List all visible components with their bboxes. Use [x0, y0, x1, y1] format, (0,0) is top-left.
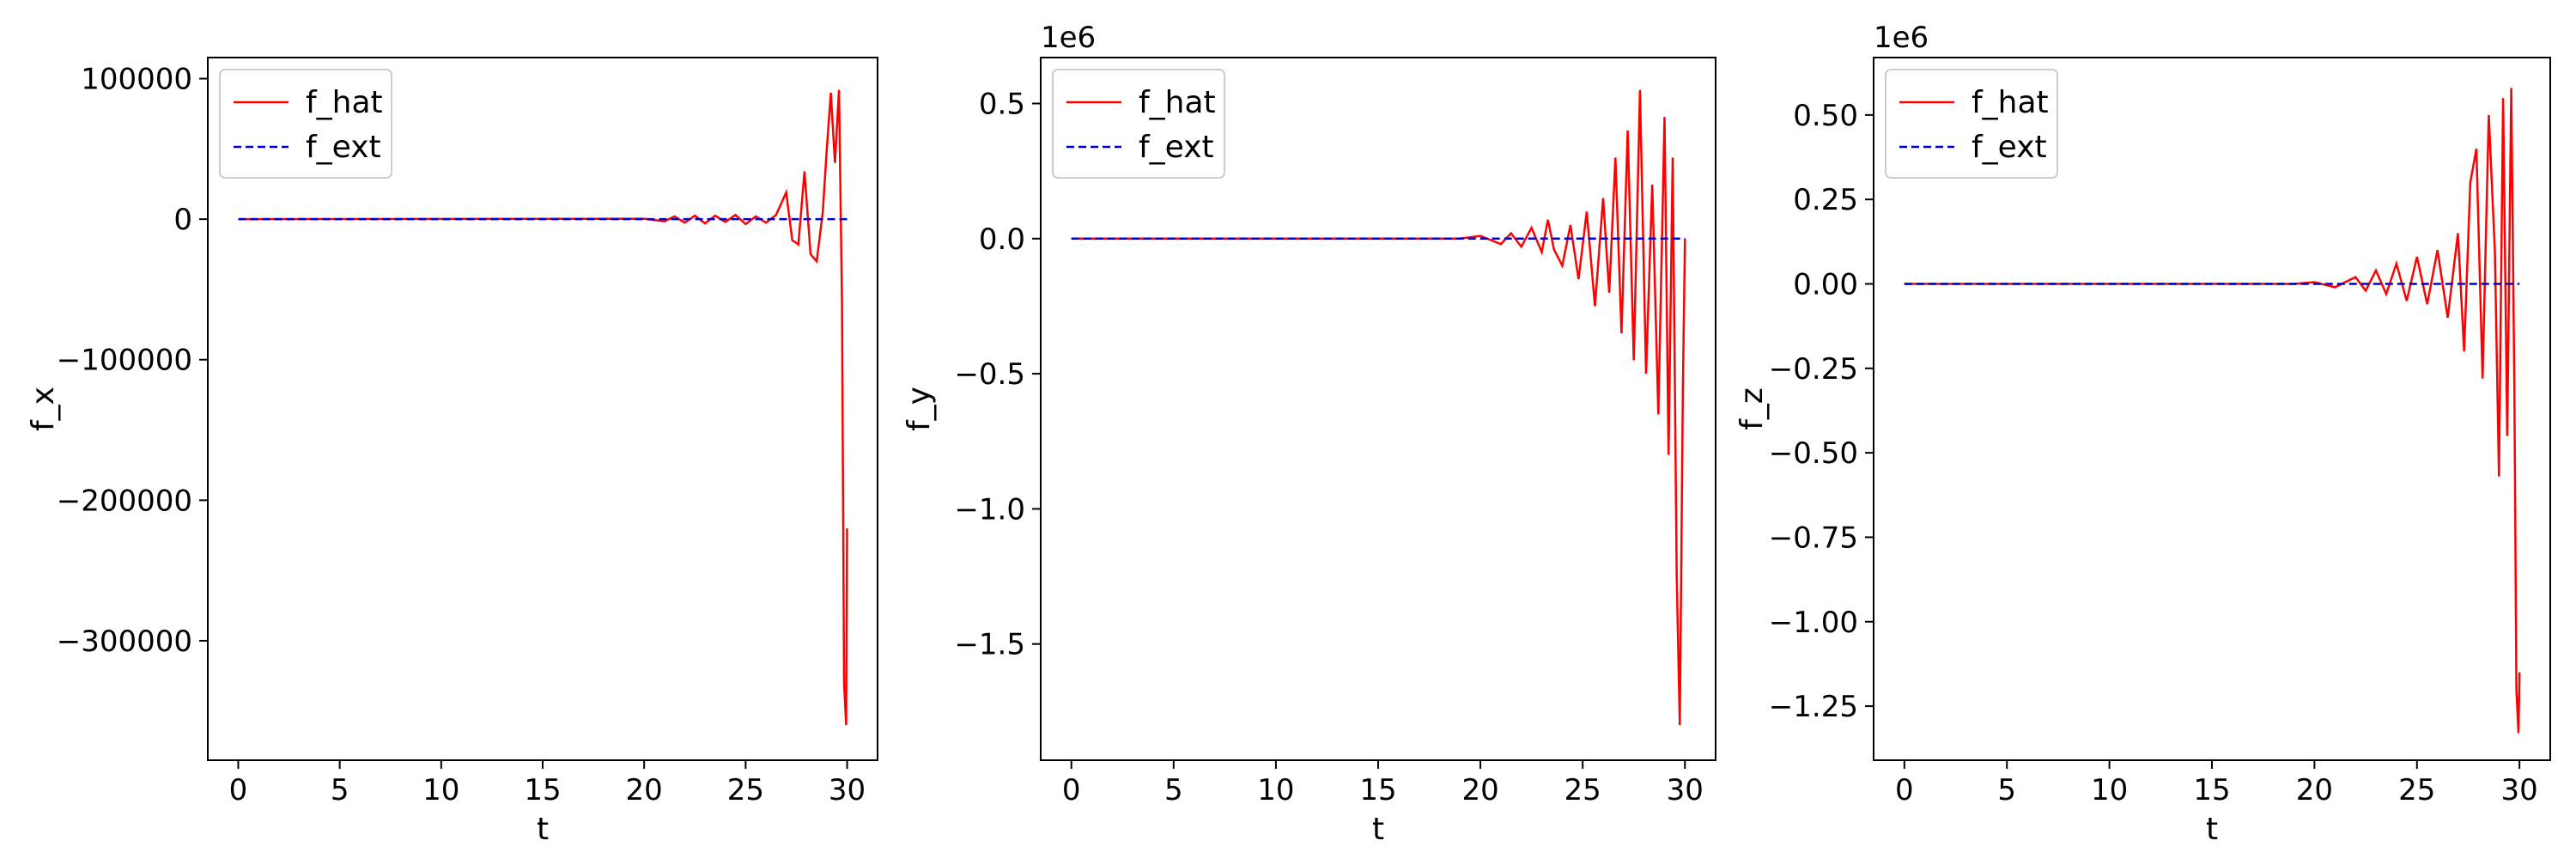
x-tick-label: 0 — [1062, 773, 1081, 807]
legend-box — [1052, 69, 1225, 179]
x-tick-label: 30 — [1667, 773, 1704, 807]
legend: f_hat f_ext — [1052, 69, 1225, 179]
legend-label-f-ext: f_ext — [1139, 130, 1214, 165]
legend: f_hat f_ext — [219, 69, 392, 179]
x-tick-label: 30 — [2501, 773, 2538, 807]
y-tick-label: −1.0 — [954, 492, 1025, 527]
legend: f_hat f_ext — [1885, 69, 2058, 179]
chart-panel-1: 0 5 10 15 20 25 30 100000 0 −100000 −200000 −300000… — [26, 57, 878, 847]
legend-label-f-hat: f_hat — [1139, 85, 1216, 120]
y-tick-label: −1.25 — [1769, 690, 1858, 724]
x-tick-label: 5 — [331, 773, 349, 807]
y-tick-label: −100000 — [57, 344, 192, 378]
chart-panel-2: 0 5 10 15 20 25 30 0.5 0.0 −0.5 −1.0 −1.5 t f_y 1e6 f_h… — [902, 21, 1716, 847]
x-tick-label: 25 — [1564, 773, 1601, 807]
x-axis-label: t — [2206, 812, 2218, 847]
y-tick-label: 0.5 — [979, 87, 1025, 121]
y-axis-label: f_z — [1735, 387, 1770, 430]
y-tick-label: −0.50 — [1769, 436, 1858, 471]
x-tick-label: 20 — [2296, 773, 2333, 807]
x-axis-label: t — [1372, 812, 1384, 847]
legend-label-f-hat: f_hat — [1971, 85, 2049, 120]
x-tick-label: 0 — [229, 773, 248, 807]
legend-label-f-ext: f_ext — [1971, 130, 2047, 165]
x-tick-label: 5 — [1997, 773, 2016, 807]
series-line-f-hat — [1904, 88, 2521, 734]
chart-panel-3: 0 5 10 15 20 25 30 0.50 0.25 0.00 −0.25 −0.50 −0.75 −… — [1735, 21, 2551, 847]
x-tick-label: 10 — [1257, 773, 1294, 807]
y-offset-label: 1e6 — [1874, 21, 1929, 55]
y-tick-label: 0 — [173, 203, 192, 237]
y-tick-label: 100000 — [81, 63, 192, 97]
y-tick-label: 0.25 — [1793, 183, 1858, 217]
y-offset-label: 1e6 — [1041, 21, 1096, 55]
x-tick-label: 30 — [829, 773, 866, 807]
legend-box — [1885, 69, 2058, 179]
y-tick-label: −0.75 — [1769, 521, 1858, 555]
x-tick-label: 20 — [626, 773, 663, 807]
y-tick-label: 0.00 — [1793, 267, 1858, 302]
x-tick-label: 15 — [524, 773, 561, 807]
y-axis-label: f_x — [26, 387, 61, 431]
y-tick-label: −300000 — [57, 624, 192, 659]
y-tick-label: 0.0 — [979, 222, 1025, 257]
x-tick-label: 15 — [2193, 773, 2230, 807]
y-tick-label: −0.25 — [1769, 352, 1858, 387]
legend-label-f-ext: f_ext — [306, 130, 381, 165]
legend-label-f-hat: f_hat — [306, 85, 383, 120]
y-tick-label: −0.5 — [954, 357, 1025, 392]
x-tick-label: 10 — [2091, 773, 2128, 807]
x-tick-label: 25 — [727, 773, 764, 807]
x-axis-label: t — [537, 812, 549, 847]
x-tick-label: 5 — [1164, 773, 1183, 807]
y-tick-label: −200000 — [57, 484, 192, 518]
y-tick-label: −1.5 — [954, 628, 1025, 662]
series-line-f-hat — [238, 89, 848, 726]
y-axis-label: f_y — [902, 387, 937, 431]
x-tick-label: 10 — [422, 773, 459, 807]
x-tick-label: 20 — [1461, 773, 1498, 807]
x-tick-label: 15 — [1359, 773, 1396, 807]
series-line-f-hat — [1071, 89, 1686, 726]
y-tick-label: −1.00 — [1769, 606, 1858, 640]
y-tick-label: 0.50 — [1793, 99, 1858, 133]
x-tick-label: 25 — [2398, 773, 2435, 807]
legend-box — [219, 69, 392, 179]
x-tick-label: 0 — [1895, 773, 1914, 807]
